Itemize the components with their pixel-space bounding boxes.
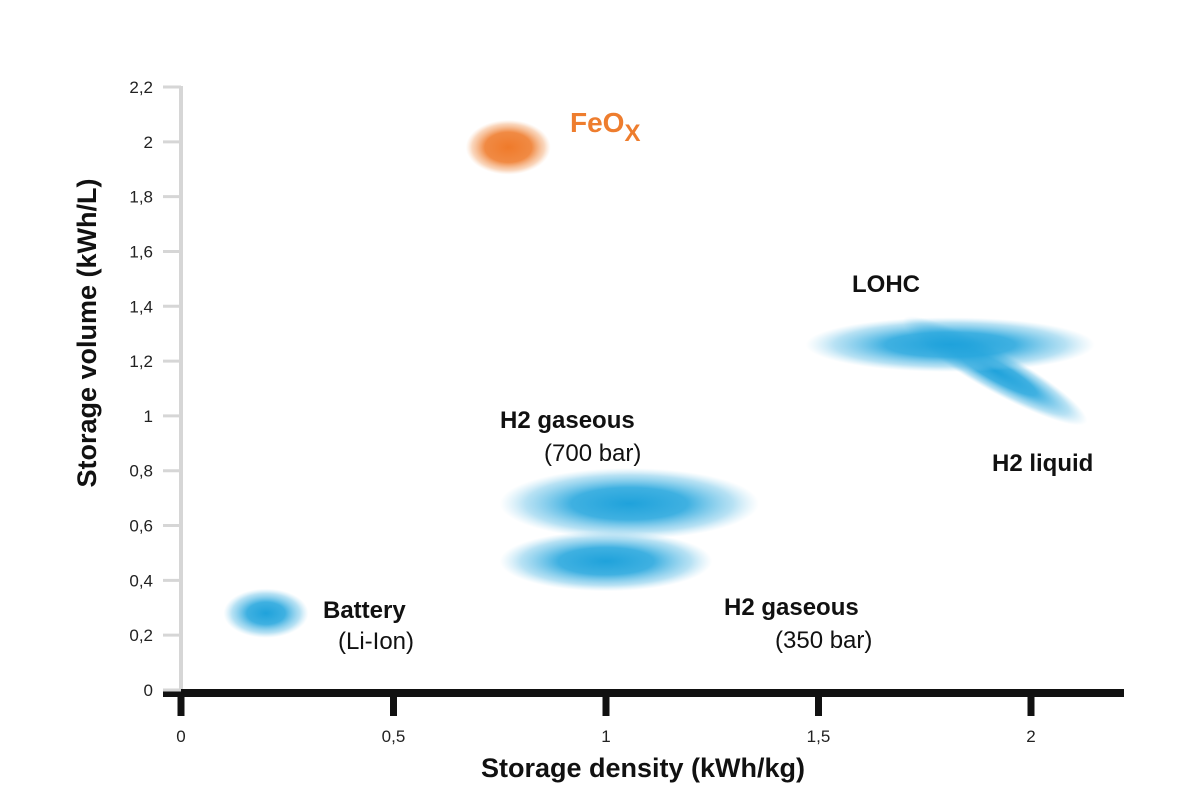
y-tick-label: 1,2: [129, 352, 153, 371]
y-tick-label: 0,4: [129, 571, 153, 590]
x-tick-label: 0,5: [382, 727, 406, 746]
x-tick-label: 1,5: [807, 727, 831, 746]
y-tick-label: 2,2: [129, 78, 153, 97]
label-battery-name: Battery: [323, 597, 406, 624]
x-axis-title: Storage density (kWh/kg): [481, 753, 805, 783]
label-h2-350-sub: (350 bar): [775, 627, 872, 654]
label-battery-sub: (Li-Ion): [338, 628, 414, 655]
y-ticks: 0 0,2 0,4 0,6 0,8 1 1,2 1,4 1,6 1,8 2 2,2: [129, 78, 181, 700]
y-tick-label: 1,8: [129, 188, 153, 207]
x-tick-label: 1: [601, 727, 610, 746]
region-feox: [465, 119, 551, 175]
label-h2-700-sub: (700 bar): [544, 440, 641, 467]
y-tick-label: 0,6: [129, 517, 153, 536]
label-lohc: LOHC: [852, 271, 920, 298]
y-tick-label: 1,4: [129, 297, 153, 316]
data-regions: [223, 119, 1095, 638]
label-h2-350-name: H2 gaseous: [724, 594, 859, 621]
label-h2-liquid: H2 liquid: [992, 450, 1093, 477]
label-feox-main: FeO: [570, 107, 624, 138]
region-lohc: [805, 317, 1095, 373]
x-tick-label: 0: [176, 727, 185, 746]
y-axis-title: Storage volume (kWh/L): [72, 178, 102, 487]
region-h2-350: [499, 531, 713, 592]
label-feox-sub: X: [624, 120, 640, 147]
label-feox: FeOX: [570, 107, 640, 147]
x-tick-label: 2: [1026, 727, 1035, 746]
y-tick-label: 0,8: [129, 462, 153, 481]
label-h2-700-name: H2 gaseous: [500, 407, 635, 434]
x-ticks: 0 0,5 1 1,5 2: [176, 693, 1036, 746]
y-tick-label: 0,2: [129, 626, 153, 645]
y-tick-label: 2: [144, 133, 153, 152]
y-tick-label: 1,6: [129, 242, 153, 261]
y-tick-label: 1: [144, 407, 153, 426]
region-h2-700: [499, 467, 759, 540]
y-tick-label: 0: [144, 681, 153, 700]
region-battery: [223, 588, 309, 638]
